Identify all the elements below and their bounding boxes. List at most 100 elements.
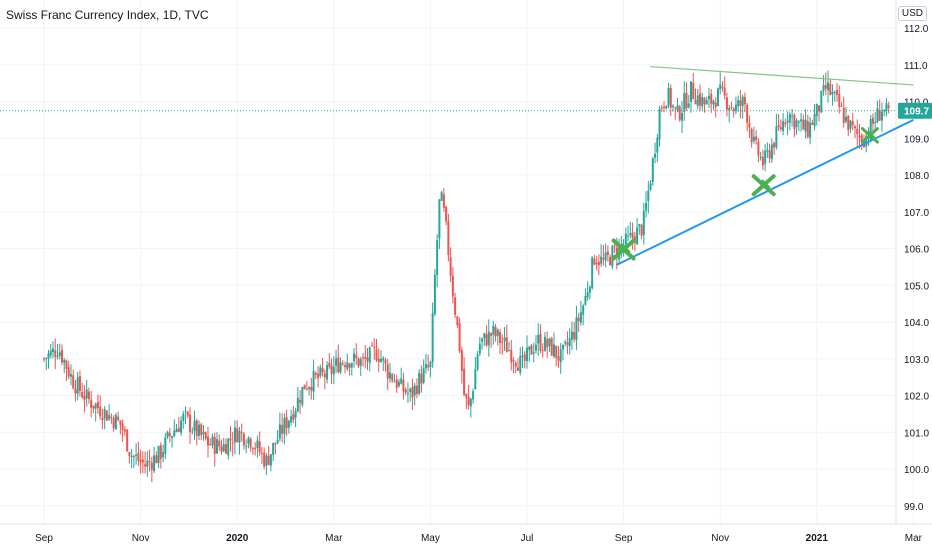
candle-down (818, 105, 821, 112)
candle-up (845, 116, 848, 122)
candle-up (665, 105, 668, 109)
price-tick-label: 105.0 (904, 281, 929, 292)
candle-up (737, 100, 740, 107)
candle-up (584, 295, 587, 305)
price-tick-label: 107.0 (904, 208, 929, 219)
candle-up (69, 374, 72, 377)
candle-up (496, 329, 499, 336)
candle-down (631, 232, 634, 238)
candle-up (166, 431, 169, 438)
candle-down (454, 297, 457, 315)
candle-down (54, 350, 57, 357)
plane-marker-icon (611, 238, 636, 261)
candle-down (449, 257, 452, 276)
candle-up (797, 121, 800, 123)
time-tick-label: Nov (711, 533, 729, 544)
price-tick-label: 112.0 (904, 24, 929, 35)
candle-up (269, 454, 272, 466)
candle-down (357, 358, 360, 367)
candle-up (503, 337, 506, 341)
candle-down (811, 122, 814, 125)
candle-up (667, 87, 670, 106)
candle-down (512, 360, 515, 362)
candle-down (67, 367, 70, 377)
candle-down (703, 97, 706, 105)
candle-down (281, 424, 284, 434)
candle-down (597, 261, 600, 266)
candle-up (543, 336, 546, 351)
candle-up (815, 103, 818, 117)
candle-up (833, 91, 836, 93)
currency-button[interactable]: USD (897, 6, 927, 21)
candle-up (687, 103, 690, 108)
candle-down (456, 316, 459, 326)
candle-up (478, 343, 481, 354)
candle-down (391, 374, 394, 381)
candle-down (836, 90, 839, 95)
price-tick-label: 109.0 (904, 134, 929, 145)
candle-up (256, 440, 259, 448)
candle-up (301, 386, 304, 405)
candle-up (604, 252, 607, 261)
candle-down (99, 406, 102, 417)
time-axis[interactable]: Sep Nov 2020 Mar May Jul Sep Nov 2021 Mar (35, 533, 923, 544)
time-tick-label: 2021 (806, 533, 829, 544)
candle-down (714, 102, 717, 108)
candle-down (72, 375, 75, 389)
candle-down (768, 150, 771, 159)
candle-down (137, 452, 140, 461)
candle-up (222, 444, 225, 452)
price-axis[interactable]: 112.0111.0110.0109.0108.0107.0106.0105.0… (904, 24, 929, 513)
candle-down (748, 122, 751, 128)
price-tick-label: 108.0 (904, 171, 929, 182)
candle-up (492, 325, 495, 335)
candle-down (842, 107, 845, 123)
candle-down (355, 354, 358, 359)
candle-down (220, 446, 223, 452)
candle-up (752, 136, 755, 142)
candle-up (184, 411, 187, 413)
candle-down (263, 452, 266, 467)
price-tick-label: 102.0 (904, 392, 929, 403)
candle-down (90, 399, 93, 408)
candle-up (346, 362, 349, 369)
candle-up (629, 233, 632, 236)
candle-up (570, 331, 573, 340)
candle-up (786, 120, 789, 123)
last-price-badge: 109.7 (898, 102, 932, 119)
candle-down (337, 357, 340, 373)
candle-up (76, 377, 79, 394)
candle-down (121, 423, 124, 430)
candle-up (591, 257, 594, 289)
time-tick-label: May (421, 533, 440, 544)
candle-up (712, 100, 715, 105)
candle-up (766, 150, 769, 152)
candle-down (606, 251, 609, 256)
candle-down (101, 417, 104, 421)
candle-down (240, 432, 243, 434)
candle-down (139, 459, 142, 462)
candle-up (173, 430, 176, 436)
candle-up (146, 460, 149, 467)
candle-down (725, 97, 728, 110)
candle-down (505, 337, 508, 353)
candle-up (600, 256, 603, 264)
candle-down (613, 245, 616, 247)
candle-up (335, 358, 338, 366)
candle-up (198, 424, 201, 436)
candle-up (153, 455, 156, 472)
price-tick-label: 111.0 (904, 61, 928, 72)
candle-down (451, 275, 454, 297)
candle-down (806, 120, 809, 137)
trendlines[interactable] (615, 65, 914, 266)
candle-down (730, 107, 733, 109)
candle-up (326, 365, 329, 380)
candle-up (290, 416, 293, 423)
candle-up (469, 398, 472, 407)
candle-down (541, 350, 544, 352)
candle-up (294, 410, 297, 418)
candle-up (642, 210, 645, 235)
plane-marker-icon (860, 127, 879, 144)
candle-down (514, 362, 517, 367)
